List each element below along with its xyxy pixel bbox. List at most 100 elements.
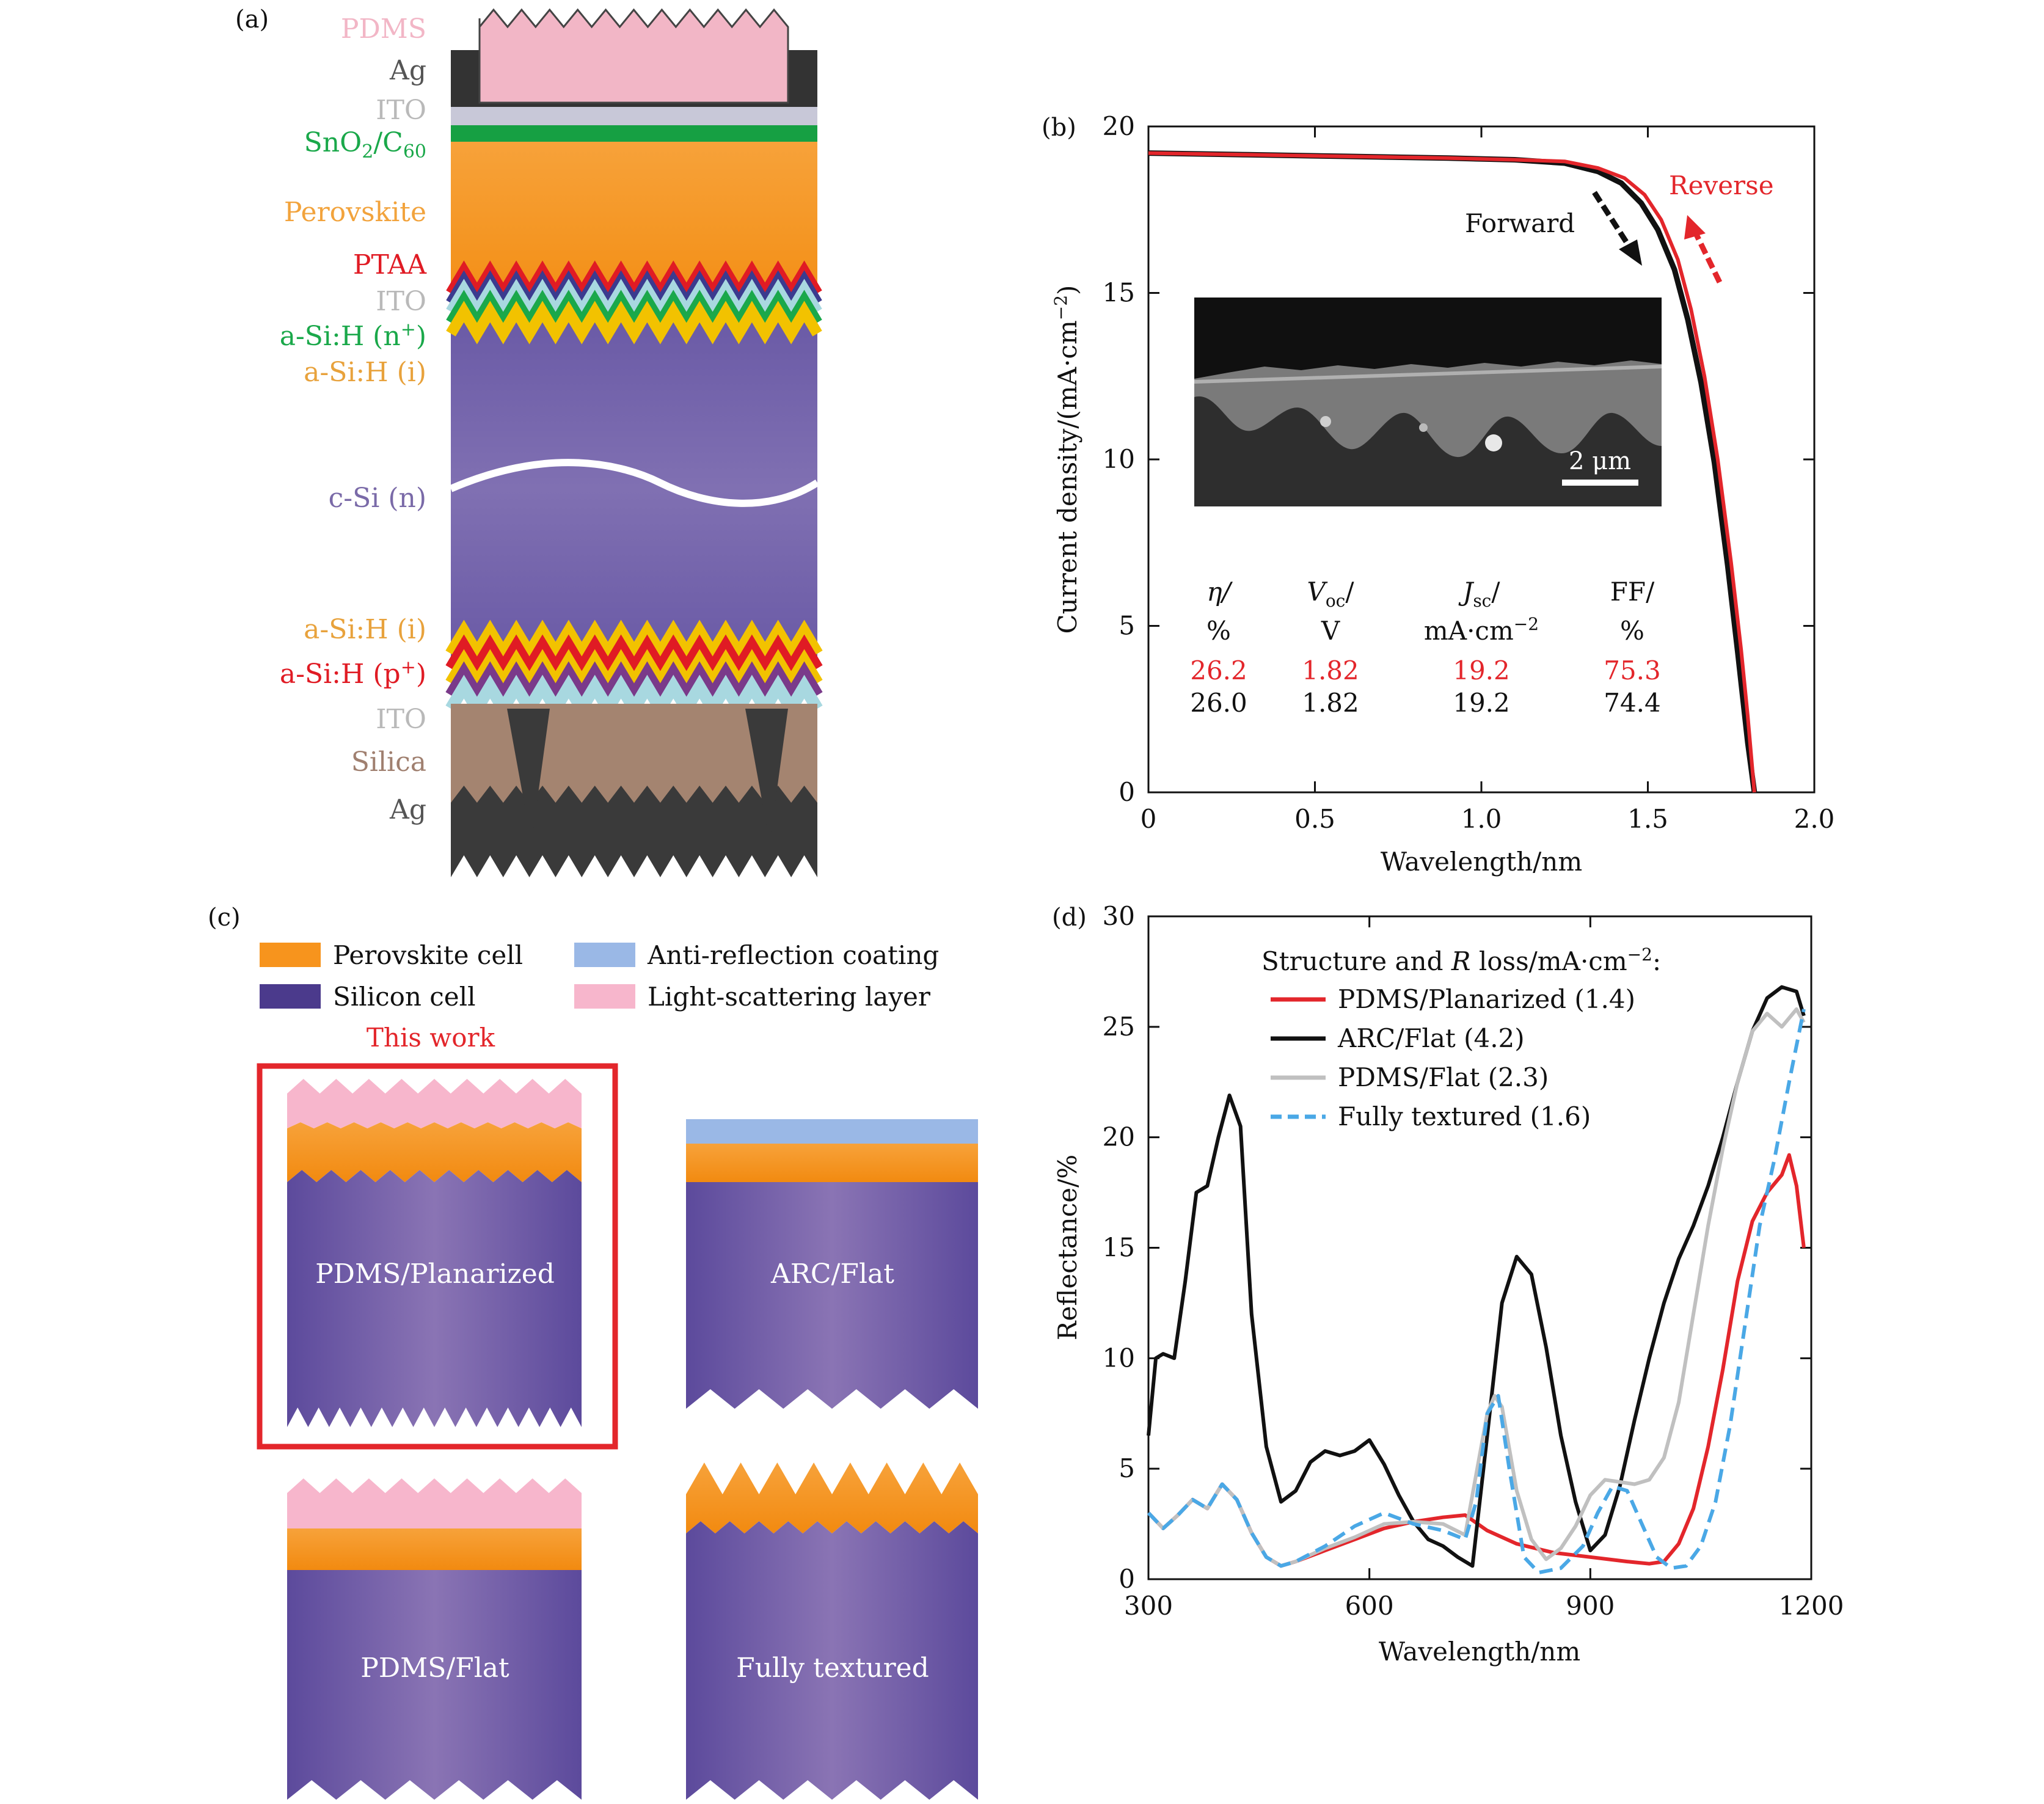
x-tick-label: 900 bbox=[1566, 1591, 1615, 1621]
sno2-c60-layer bbox=[451, 125, 817, 142]
series-line-1 bbox=[1148, 151, 1756, 793]
y-tick-label: 10 bbox=[1103, 444, 1135, 474]
reverse-eta: 26.2 bbox=[1190, 656, 1247, 685]
y-tick-label: 30 bbox=[1103, 901, 1135, 931]
layer-label-8: a-Si:H (i) bbox=[304, 357, 426, 388]
header-jsc-unit: mA·cm−2 bbox=[1424, 614, 1539, 646]
legend-label-silicon: Silicon cell bbox=[333, 982, 476, 1012]
layer-label-6: ITO bbox=[376, 286, 426, 317]
header-ff-unit: % bbox=[1620, 616, 1644, 646]
legend-entry-3: Fully textured (1.6) bbox=[1338, 1101, 1591, 1131]
reverse-voc: 1.82 bbox=[1302, 656, 1359, 685]
forward-voc: 1.82 bbox=[1302, 688, 1359, 718]
panel-c: (c) Perovskite cell Anti-reflection coat… bbox=[208, 904, 978, 1800]
scale-bar-label: 2 μm bbox=[1569, 447, 1631, 475]
a-si-n-zigzag bbox=[446, 290, 822, 334]
perovskite-cell-layer bbox=[686, 1463, 978, 1533]
y-tick-label: 5 bbox=[1119, 611, 1135, 641]
cell-label-pdms-flat: PDMS/Flat bbox=[360, 1652, 509, 1684]
silicon-cell-body bbox=[686, 1182, 978, 1409]
silicon-cell-body bbox=[686, 1521, 978, 1800]
plot-d-xlabel: Wavelength/nm bbox=[1379, 1637, 1580, 1667]
forward-label: Forward bbox=[1465, 208, 1575, 238]
perovskite-layer bbox=[451, 142, 817, 288]
series-line-1 bbox=[1147, 985, 1806, 1568]
layer-stack-diagram bbox=[445, 8, 823, 877]
ito-top-layer bbox=[451, 107, 817, 126]
header-eta-unit: % bbox=[1206, 616, 1231, 646]
reverse-arrow bbox=[1692, 231, 1723, 283]
legend-entry-1: ARC/Flat (4.2) bbox=[1337, 1023, 1525, 1053]
layer-label-11: a-Si:H (p+) bbox=[280, 657, 426, 690]
forward-arrowhead bbox=[1619, 239, 1642, 266]
a-si-i-top-zigzag bbox=[446, 301, 822, 345]
y-tick-label: 15 bbox=[1103, 1233, 1135, 1263]
legend-swatch-scattering bbox=[574, 984, 635, 1009]
perovskite-cell-layer bbox=[686, 1144, 978, 1182]
x-tick-label: 0 bbox=[1141, 804, 1157, 834]
legend-swatch-silicon bbox=[260, 984, 321, 1009]
silicon-cell-body bbox=[287, 1570, 582, 1800]
parameter-table: η/ % Voc/ V Jsc/ mA·cm−2 FF/ % 26.2 1.82… bbox=[1190, 577, 1661, 718]
a-si-rear-highlight bbox=[445, 649, 823, 695]
rear-interlayer-zigzag bbox=[445, 661, 823, 707]
forward-jsc: 19.2 bbox=[1453, 688, 1510, 718]
layer-label-12: ITO bbox=[376, 704, 426, 735]
forward-eta: 26.0 bbox=[1190, 688, 1247, 718]
forward-ff: 74.4 bbox=[1604, 688, 1661, 718]
cell-label-fully-textured: Fully textured bbox=[736, 1652, 929, 1684]
layer-labels: PDMSAgITOSnO2/C60PerovskitePTAAITOa-Si:H… bbox=[280, 13, 428, 825]
plot-d-curves bbox=[1147, 985, 1806, 1575]
reverse-arrowhead bbox=[1684, 215, 1706, 239]
y-tick-label: 25 bbox=[1103, 1012, 1135, 1042]
ag-rear-layer bbox=[451, 786, 817, 877]
panel-a: (a) PDMSAgITOSnO2/C60PerovskitePTAAITOa-… bbox=[235, 5, 823, 877]
plot-d-legend: PDMS/Planarized (1.4) ARC/Flat (4.2) PDMS/… bbox=[1271, 984, 1635, 1131]
legend-entry-0: PDMS/Planarized (1.4) bbox=[1338, 984, 1635, 1014]
this-work-highlight-box bbox=[257, 1063, 618, 1450]
header-ff: FF/ bbox=[1610, 577, 1655, 607]
plot-d-ylabel: Reflectance/% bbox=[1053, 1155, 1082, 1340]
y-tick-label: 20 bbox=[1103, 111, 1135, 141]
ag-contact-right bbox=[745, 709, 788, 843]
plot-b-ticks: 0 0.5 1.0 1.5 2.0 0 5 10 15 20 bbox=[1103, 111, 1835, 834]
layer-label-4: Perovskite bbox=[284, 197, 426, 228]
this-work-label: This work bbox=[367, 1023, 495, 1053]
perovskite-cell-layer bbox=[287, 1528, 582, 1570]
layer-label-3: SnO2/C60 bbox=[304, 127, 426, 163]
plot-b-curves bbox=[1148, 150, 1757, 793]
plot-b-xlabel: Wavelength/nm bbox=[1381, 847, 1582, 877]
legend-swatch-perovskite bbox=[260, 943, 321, 967]
pdms-layer bbox=[478, 8, 789, 104]
perovskite-cell-layer bbox=[287, 1122, 582, 1182]
sem-inset-image: 2 μm bbox=[1194, 298, 1662, 506]
anti-reflection-coating bbox=[686, 1119, 978, 1144]
light-scattering-layer bbox=[287, 1478, 582, 1528]
panel-d-label: (d) bbox=[1052, 904, 1087, 932]
x-tick-label: 0.5 bbox=[1294, 804, 1335, 834]
plot-d-legend-title: Structure and R loss/mA·cm−2: bbox=[1261, 944, 1661, 976]
forward-arrow bbox=[1592, 191, 1632, 249]
header-eta: η/ bbox=[1206, 577, 1233, 607]
legend-entry-2: PDMS/Flat (2.3) bbox=[1338, 1062, 1549, 1092]
layer-label-14: Ag bbox=[389, 794, 426, 825]
reverse-jsc: 19.2 bbox=[1453, 656, 1510, 685]
layer-label-5: PTAA bbox=[353, 249, 427, 280]
y-tick-label: 5 bbox=[1119, 1453, 1135, 1483]
legend-swatch-arc bbox=[574, 943, 635, 967]
x-tick-label: 1.0 bbox=[1461, 804, 1502, 834]
legend-label-scattering: Light-scattering layer bbox=[648, 982, 931, 1012]
legend-label-perovskite: Perovskite cell bbox=[333, 940, 523, 970]
y-tick-label: 0 bbox=[1119, 1564, 1135, 1594]
layer-label-9: c-Si (n) bbox=[329, 483, 426, 514]
cell-label-arc-flat: ARC/Flat bbox=[770, 1258, 894, 1290]
reverse-label: Reverse bbox=[1669, 170, 1774, 200]
x-tick-label: 600 bbox=[1345, 1591, 1394, 1621]
c-si-wafer bbox=[451, 318, 817, 660]
y-tick-label: 10 bbox=[1103, 1343, 1135, 1373]
x-tick-label: 1.5 bbox=[1627, 804, 1668, 834]
header-voc-unit: V bbox=[1321, 616, 1340, 646]
